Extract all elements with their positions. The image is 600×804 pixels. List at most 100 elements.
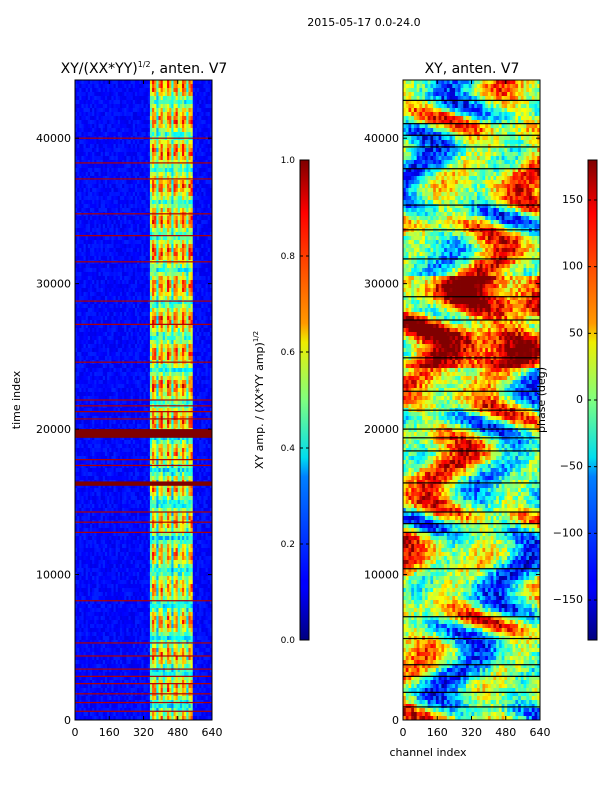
heat-cell bbox=[160, 304, 164, 309]
heat-cell bbox=[107, 304, 110, 309]
heat-cell bbox=[87, 160, 91, 165]
heat-cell bbox=[164, 104, 168, 109]
heat-cell bbox=[205, 100, 209, 105]
heat-cell bbox=[122, 164, 125, 169]
heat-cell bbox=[171, 220, 174, 225]
heat-cell bbox=[167, 200, 170, 205]
heat-cell bbox=[137, 276, 140, 281]
heat-cell bbox=[75, 288, 78, 293]
heat-cell bbox=[194, 252, 198, 257]
heat-cell bbox=[126, 256, 129, 261]
heat-cell bbox=[117, 112, 121, 117]
heat-cell bbox=[199, 188, 202, 193]
heat-cell bbox=[162, 216, 166, 221]
heat-cell bbox=[188, 220, 191, 225]
heat-cell bbox=[96, 148, 99, 153]
heat-cell bbox=[134, 308, 138, 313]
heat-cell bbox=[197, 152, 200, 157]
heat-cell bbox=[194, 204, 198, 209]
heat-cell bbox=[188, 148, 191, 153]
heat-cell bbox=[109, 244, 112, 249]
heat-cell bbox=[184, 156, 187, 161]
heat-cell bbox=[192, 264, 196, 269]
heat-cell bbox=[94, 164, 97, 169]
heat-cell bbox=[192, 292, 196, 297]
heat-cell bbox=[177, 256, 181, 261]
heat-cell bbox=[169, 224, 172, 229]
heat-cell bbox=[173, 188, 177, 193]
heat-cell bbox=[169, 128, 172, 133]
heat-cell bbox=[92, 208, 95, 213]
heat-cell bbox=[207, 184, 211, 189]
heat-cell bbox=[109, 240, 112, 245]
heat-cell bbox=[81, 176, 84, 181]
heat-cell bbox=[177, 248, 181, 253]
heat-cell bbox=[164, 324, 168, 329]
heat-cell bbox=[77, 276, 80, 281]
heat-cell bbox=[128, 140, 132, 145]
heat-cell bbox=[79, 220, 82, 225]
heat-cell bbox=[100, 188, 104, 193]
heat-cell bbox=[81, 300, 84, 305]
heat-cell bbox=[209, 228, 212, 233]
heat-cell bbox=[79, 244, 82, 249]
heat-cell bbox=[158, 132, 162, 137]
heat-cell bbox=[156, 284, 159, 289]
heat-cell bbox=[173, 184, 177, 189]
heat-cell bbox=[107, 240, 110, 245]
heat-cell bbox=[124, 268, 127, 273]
heat-cell bbox=[167, 156, 170, 161]
heat-cell bbox=[199, 220, 202, 225]
heat-cell bbox=[164, 108, 168, 113]
heat-cell bbox=[124, 240, 127, 245]
heat-cell bbox=[83, 228, 87, 233]
heat-cell bbox=[111, 308, 114, 313]
heat-cell bbox=[194, 180, 198, 185]
heat-cell bbox=[79, 232, 82, 237]
heat-cell bbox=[107, 152, 110, 157]
heat-cell bbox=[169, 312, 172, 317]
heat-cell bbox=[141, 288, 144, 293]
heat-cell bbox=[173, 164, 177, 169]
heat-cell bbox=[98, 240, 102, 245]
heat-cell bbox=[113, 268, 117, 273]
heat-cell bbox=[128, 176, 132, 181]
heat-cell bbox=[169, 308, 172, 313]
heat-cell bbox=[194, 312, 198, 317]
heat-cell bbox=[177, 216, 181, 221]
heat-cell bbox=[94, 176, 97, 181]
heat-cell bbox=[122, 264, 125, 269]
heat-cell bbox=[111, 216, 114, 221]
heat-cell bbox=[152, 220, 155, 225]
heat-cell bbox=[81, 272, 84, 277]
heat-cell bbox=[92, 128, 95, 133]
heat-cell bbox=[184, 196, 187, 201]
heat-cell bbox=[92, 172, 95, 177]
heat-cell bbox=[79, 104, 82, 109]
heat-cell bbox=[126, 156, 129, 161]
heat-cell bbox=[186, 248, 189, 253]
heat-cell bbox=[96, 308, 99, 313]
heat-cell bbox=[194, 320, 198, 325]
heat-cell bbox=[107, 272, 110, 277]
heat-cell bbox=[184, 164, 187, 169]
heat-cell bbox=[179, 252, 183, 257]
heat-cell bbox=[154, 228, 157, 233]
heat-cell bbox=[145, 316, 149, 321]
heat-cell bbox=[79, 96, 82, 101]
heat-cell bbox=[147, 288, 151, 293]
heat-cell bbox=[89, 132, 93, 137]
heat-cell bbox=[162, 300, 166, 305]
heat-cell bbox=[134, 84, 138, 89]
heat-cell bbox=[194, 288, 198, 293]
heat-cell bbox=[124, 152, 127, 157]
heat-cell bbox=[126, 240, 129, 245]
heat-cell bbox=[98, 164, 102, 169]
heat-cell bbox=[119, 180, 123, 185]
heat-cell bbox=[162, 156, 166, 161]
heat-cell bbox=[81, 188, 84, 193]
heat-cell bbox=[145, 268, 149, 273]
heat-cell bbox=[96, 152, 99, 157]
heat-cell bbox=[158, 164, 162, 169]
heat-cell bbox=[89, 120, 93, 125]
